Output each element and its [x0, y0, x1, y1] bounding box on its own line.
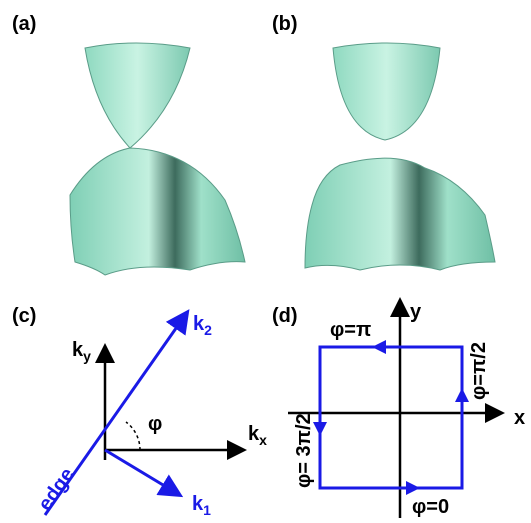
- vector-label: k1: [192, 493, 211, 518]
- edge-label: edge: [34, 464, 79, 515]
- panel-label: (a): [12, 13, 36, 35]
- phase-label: φ=π/2: [468, 342, 490, 400]
- panel-c: (c) ky kx k2 k1 φ edge: [12, 305, 267, 518]
- axis-label: x: [514, 407, 525, 429]
- panel-d: (d) y x φ=π φ=0 φ=π/2 φ= 3π/2: [272, 301, 525, 518]
- axis-label: y: [410, 301, 422, 323]
- panel-label: (b): [272, 13, 298, 35]
- k1-vector: [105, 450, 178, 494]
- panel-label: (d): [272, 305, 298, 327]
- angle-label: φ: [148, 413, 162, 435]
- path-loop: [320, 347, 462, 488]
- phase-label: φ= 3π/2: [293, 413, 315, 488]
- arrow: [372, 340, 386, 354]
- arrow: [455, 388, 469, 402]
- arrow: [406, 481, 420, 495]
- vector-label: k2: [193, 313, 212, 338]
- angle-arc: [126, 422, 140, 450]
- phase-label: φ=0: [412, 496, 449, 518]
- phase-label: φ=π: [330, 319, 371, 341]
- arrow: [313, 422, 327, 436]
- panel-b: (b): [272, 13, 495, 270]
- axis-label: kx: [248, 423, 267, 448]
- axis-label: ky: [72, 339, 91, 364]
- panel-a: (a): [12, 13, 245, 275]
- panel-label: (c): [12, 305, 36, 327]
- figure: (a) (b) (c) ky kx k2 k1 φ edge (d) y x φ…: [0, 0, 531, 523]
